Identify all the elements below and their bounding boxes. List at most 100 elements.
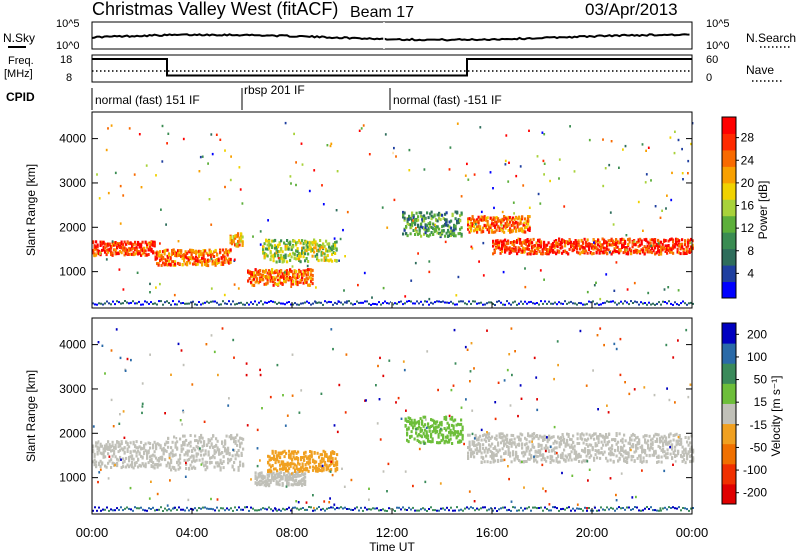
- radar-cell-577: [275, 472, 278, 476]
- radar-cell-1694: [582, 248, 585, 252]
- radar-cell-1001: [431, 440, 434, 444]
- radar-cell-1358: [519, 221, 522, 225]
- radar-cell-493: [239, 460, 242, 464]
- radar-cell-2151: [154, 509, 156, 512]
- radar-cell-812: [307, 460, 310, 464]
- radar-cell-366: [201, 256, 204, 260]
- radar-cell-2531: [514, 300, 516, 303]
- radar-cell-1016: [412, 214, 415, 218]
- radar-cell-149: [135, 446, 138, 450]
- radar-cell-325: [189, 463, 192, 467]
- radar-cell-2060: [444, 221, 447, 224]
- radar-cell-1552: [600, 451, 603, 455]
- radar-cell-444: [223, 255, 226, 259]
- radar-cell-643: [286, 269, 289, 273]
- radar-cell-1177: [460, 226, 463, 230]
- radar-cell-2538: [528, 301, 530, 304]
- radar-cell-417: [216, 446, 219, 450]
- radar-cell-1199: [494, 436, 497, 440]
- radar-cell-1861: [633, 243, 636, 247]
- radar-cell-936: [323, 259, 326, 262]
- radar-cell-1885: [191, 383, 194, 386]
- radar-cell-1676: [638, 454, 641, 458]
- radar-cell-138: [132, 442, 135, 446]
- radar-cell-276: [174, 260, 177, 264]
- radar-cell-705: [276, 454, 279, 458]
- radar-cell-2390: [232, 300, 234, 303]
- radar-cell-1817: [619, 238, 622, 242]
- radar-cell-130: [131, 454, 134, 458]
- radar-cell-1159: [482, 457, 485, 460]
- radar-cell-996: [406, 222, 409, 226]
- radar-cell-1266: [492, 224, 495, 228]
- radar-cell-2128: [108, 509, 110, 512]
- radar-cell-1221: [501, 447, 504, 451]
- radar-cell-671: [304, 475, 307, 479]
- radar-cell-1830: [684, 461, 687, 465]
- radar-cell-1108: [467, 451, 470, 455]
- radar-cell-1646: [629, 442, 632, 446]
- radar-cell-1580: [609, 458, 612, 462]
- radar-cell-39: [102, 450, 105, 454]
- radar-cell-221: [158, 443, 161, 447]
- radar-cell-876: [327, 459, 330, 463]
- radar-cell-1249: [486, 222, 489, 226]
- radar-cell-1452: [570, 458, 573, 462]
- radar-cell-2128: [215, 133, 218, 136]
- radar-cell-92: [119, 448, 122, 452]
- radar-cell-1872: [636, 251, 639, 254]
- radar-cell-2043: [687, 243, 690, 247]
- radar-cell-629: [281, 275, 284, 279]
- radar-cell-1518: [590, 435, 593, 439]
- radar-cell-367: [201, 461, 204, 465]
- radar-cell-1303: [525, 460, 528, 463]
- radar-cell-618: [278, 281, 281, 284]
- radar-cell-1416: [499, 239, 502, 243]
- radar-cell-796: [303, 455, 306, 459]
- radar-cell-504: [240, 232, 243, 236]
- radar-cell-989: [403, 211, 406, 215]
- radar-cell-1621: [621, 440, 624, 444]
- radar-cell-312: [184, 262, 187, 266]
- radar-cell-35: [102, 447, 105, 451]
- radar-cell-1208: [497, 441, 500, 445]
- radar-cell-2534: [520, 300, 522, 303]
- radar-cell-505: [254, 477, 257, 480]
- radar-cell-960: [419, 430, 422, 433]
- radar-cell-13: [95, 240, 98, 244]
- radar-cell-1273: [516, 455, 519, 458]
- radar-cell-2391: [234, 303, 236, 306]
- radar-cell-2107: [473, 437, 476, 440]
- radar-cell-162: [140, 253, 143, 257]
- radar-cell-894: [310, 246, 313, 250]
- radar-cell-1789: [671, 446, 674, 450]
- radar-cell-1254: [510, 460, 513, 464]
- radar-cell-689: [299, 279, 302, 282]
- radar-cell-523: [259, 473, 262, 477]
- radar-cell-742: [265, 253, 268, 257]
- radar-cell-1583: [609, 450, 612, 453]
- radar-cell-1172: [459, 227, 462, 231]
- radar-cell-2188: [159, 242, 161, 245]
- radar-cell-1462: [573, 448, 576, 452]
- radar-cell-968: [332, 245, 335, 248]
- radar-cell-880: [307, 247, 310, 251]
- radar-cell-64: [110, 445, 113, 449]
- radar-cell-1963: [466, 348, 469, 351]
- radar-cell-1169: [457, 218, 460, 222]
- radar-cell-944: [413, 437, 416, 441]
- radar-cell-664: [301, 482, 304, 486]
- radar-cell-1180: [489, 437, 492, 440]
- radar-cell-2229: [110, 124, 113, 127]
- radar-cell-345: [195, 445, 198, 449]
- radar-cell-943: [413, 422, 416, 426]
- radar-cell-316: [186, 449, 189, 453]
- nave-tick-bottom: 0: [706, 72, 712, 84]
- radar-cell-1389: [551, 448, 554, 452]
- radar-cell-2163: [233, 283, 236, 286]
- radar-cell-2142: [345, 301, 348, 304]
- radar-cell-1569: [605, 435, 608, 439]
- radar-cell-1879: [637, 239, 640, 243]
- radar-cell-88: [117, 243, 120, 247]
- radar-cell-1878: [298, 411, 301, 414]
